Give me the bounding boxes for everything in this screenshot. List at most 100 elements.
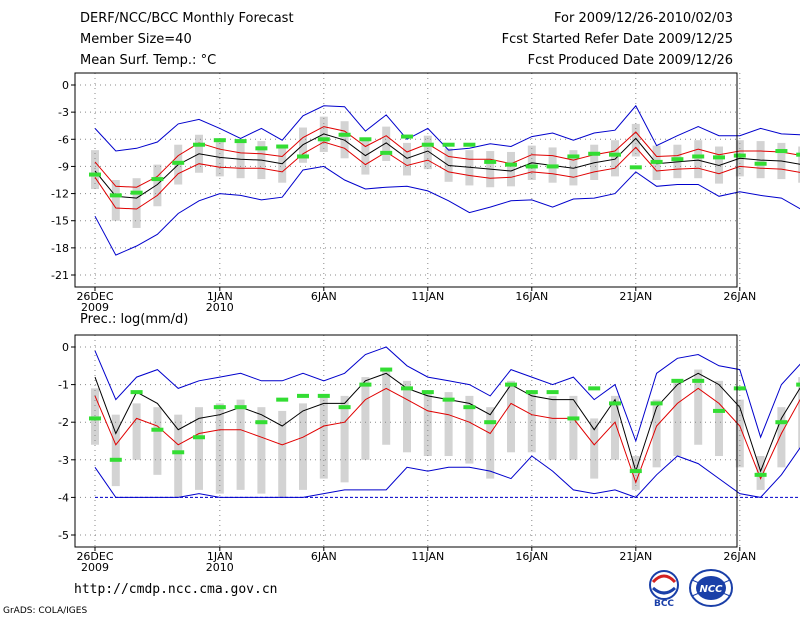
- temp-observed-marker: [629, 165, 642, 170]
- precip-spread-bar: [257, 407, 266, 494]
- precip-spread-bar: [507, 380, 515, 453]
- precip-spread-bar: [569, 395, 578, 460]
- temp-observed-marker: [567, 154, 580, 159]
- precip-frame: [74, 334, 738, 548]
- ncc-logo: NCC: [689, 569, 733, 607]
- precip-observed-marker: [193, 435, 205, 440]
- precip-spread-bar: [299, 403, 307, 490]
- temp-observed-marker: [193, 142, 205, 147]
- temp-observed-marker: [692, 154, 705, 159]
- temp-xtick-label: 26DEC: [76, 290, 113, 303]
- bcc-logo: BCC: [649, 570, 679, 608]
- precip-observed-marker: [401, 386, 413, 391]
- precip-xtick-label: 26DEC: [76, 550, 113, 563]
- temp-xtick-label: 21JAN: [619, 290, 652, 303]
- precip-spread-bar: [527, 392, 536, 453]
- precip-spread-bar: [444, 392, 453, 457]
- temp-observed-marker: [276, 144, 289, 149]
- temp-min-line: [94, 165, 800, 256]
- precip-observed-marker: [525, 390, 538, 395]
- precip-spread-bar: [236, 399, 245, 490]
- temp-ytick-label: -9: [58, 160, 69, 173]
- temp-observed-marker: [130, 190, 143, 195]
- precip-observed-marker: [505, 382, 517, 387]
- temp-ytick-label: -12: [51, 188, 69, 201]
- precip-spread-bar: [735, 399, 744, 468]
- temp-ytick-label: -6: [58, 133, 69, 146]
- precip-min-line: [94, 447, 800, 498]
- temp-xtick-label: 6JAN: [311, 290, 337, 303]
- precip-observed-marker: [796, 382, 800, 387]
- precip-ytick-label: -5: [58, 529, 69, 542]
- precip-observed-marker: [588, 386, 601, 391]
- temp-observed-marker: [442, 142, 455, 147]
- temp-observed-marker: [525, 164, 538, 169]
- precip-observed-marker: [463, 405, 476, 410]
- temp-observed-marker: [401, 134, 413, 139]
- precip-spread-bar: [111, 414, 120, 487]
- temp-observed-marker: [213, 138, 226, 143]
- temp-observed-marker: [671, 157, 684, 162]
- precip-xtick-label: 11JAN: [411, 550, 444, 563]
- precip-observed-marker: [338, 405, 351, 410]
- temp-observed-marker: [151, 177, 164, 182]
- source-url[interactable]: http://cmdp.ncc.cma.gov.cn: [74, 582, 278, 597]
- temp-xtick-label: 16JAN: [515, 290, 548, 303]
- precip-spread-bar: [548, 395, 557, 460]
- temp-observed-marker: [234, 139, 247, 144]
- precip-ytick-label: -4: [58, 491, 69, 504]
- precip-xtick-label: 1JAN: [207, 550, 233, 563]
- precip-max-line: [94, 346, 800, 443]
- precip-ytick-label: -3: [58, 454, 69, 467]
- precip-observed-marker: [359, 382, 372, 387]
- precip-spread-bar: [715, 380, 723, 457]
- temp-p25-line: [94, 141, 800, 210]
- temp-observed-marker: [796, 152, 800, 157]
- fcst-produced-date: Fcst Produced Date 2009/12/26: [527, 53, 733, 68]
- temp-xtick-year-label: 2010: [206, 301, 234, 314]
- precip-spread-bar: [652, 399, 661, 468]
- precip-observed-marker: [89, 416, 101, 421]
- precip-spread-bar: [611, 395, 619, 460]
- precip-observed-marker: [213, 405, 226, 410]
- precip-spread-bar: [423, 392, 432, 457]
- temp-observed-marker: [380, 150, 393, 155]
- precip-observed-marker: [276, 397, 289, 402]
- precip-observed-marker: [650, 401, 663, 406]
- precip-observed-marker: [754, 472, 767, 477]
- precip-spread-bar: [153, 407, 162, 475]
- temp-spread-bar: [382, 126, 391, 161]
- precip-ytick-label: -2: [58, 416, 69, 429]
- temp-ytick-label: -18: [51, 242, 69, 255]
- precip-observed-marker: [671, 378, 684, 383]
- precip-observed-marker: [692, 378, 705, 383]
- precip-spread-bar: [403, 380, 411, 453]
- precip-observed-marker: [255, 420, 268, 425]
- precip-spread-bar: [777, 407, 786, 468]
- temp-observed-marker: [297, 154, 309, 159]
- header-left: DERF/NCC/BCC Monthly Forecast Member Siz…: [80, 11, 294, 74]
- temp-observed-marker: [609, 152, 621, 157]
- precip-spread-bar: [278, 410, 287, 498]
- precip-panel-title: Prec.: log(mm/d): [80, 312, 189, 327]
- precip-xtick-label: 26JAN: [723, 550, 756, 563]
- temp-observed-marker: [463, 142, 476, 147]
- precip-observed-marker: [546, 390, 559, 395]
- precip-spread-bar: [361, 377, 370, 460]
- temp-frame: [74, 72, 738, 288]
- temp-observed-marker: [713, 155, 725, 160]
- temp-ytick-label: -21: [51, 269, 69, 282]
- precip-xtick-label: 6JAN: [311, 550, 337, 563]
- precip-spread-bar: [215, 403, 224, 494]
- precip-observed-marker: [380, 367, 393, 372]
- temp-observed-marker: [733, 153, 746, 158]
- temp-observed-marker: [650, 159, 663, 164]
- precip-spread-bar: [340, 395, 349, 483]
- temp-max-line: [94, 104, 800, 152]
- precip-spread-bar: [465, 395, 474, 464]
- grads-credit: GrADS: COLA/IGES: [3, 606, 88, 616]
- fcst-started-date: Fcst Started Refer Date 2009/12/25: [501, 32, 733, 47]
- temp-observed-marker: [484, 159, 497, 164]
